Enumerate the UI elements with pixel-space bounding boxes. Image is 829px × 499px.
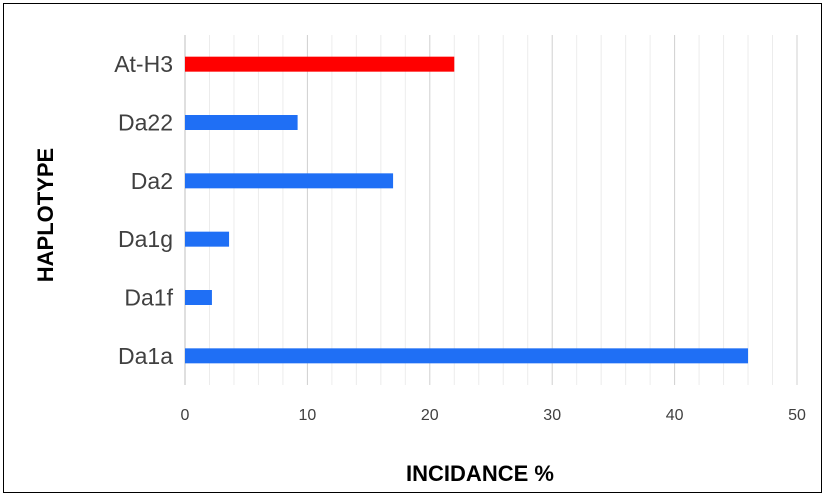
category-labels: Da1a Da1f Da1g Da2 Da22 At-H3 xyxy=(114,51,173,369)
category-label: Da22 xyxy=(118,110,173,136)
y-axis-title: HAPLOTYPE xyxy=(33,148,58,282)
x-tick-label: 20 xyxy=(421,407,439,424)
chart-frame xyxy=(3,3,822,493)
x-tick-label: 40 xyxy=(666,407,684,424)
category-label: Da1f xyxy=(124,285,173,311)
bar-da22 xyxy=(185,115,298,130)
bar-da2 xyxy=(185,173,394,189)
bar-at-h3 xyxy=(185,56,455,72)
x-tick-label: 0 xyxy=(181,407,190,424)
category-label: Da1a xyxy=(118,343,173,369)
x-tick-labels: 0 10 20 30 40 50 xyxy=(181,407,806,424)
x-axis-title: INCIDANCE % xyxy=(406,461,554,486)
bar-da1a xyxy=(185,348,749,364)
category-label: At-H3 xyxy=(114,51,173,77)
x-tick-label: 50 xyxy=(788,407,806,424)
x-tick-label: 30 xyxy=(543,407,561,424)
gridlines xyxy=(184,35,798,385)
x-tick-label: 10 xyxy=(299,407,317,424)
category-label: Da2 xyxy=(131,168,173,194)
bar-da1f xyxy=(185,290,212,305)
bar-da1g xyxy=(185,231,230,247)
category-label: Da1g xyxy=(118,226,173,252)
bars xyxy=(185,56,749,364)
